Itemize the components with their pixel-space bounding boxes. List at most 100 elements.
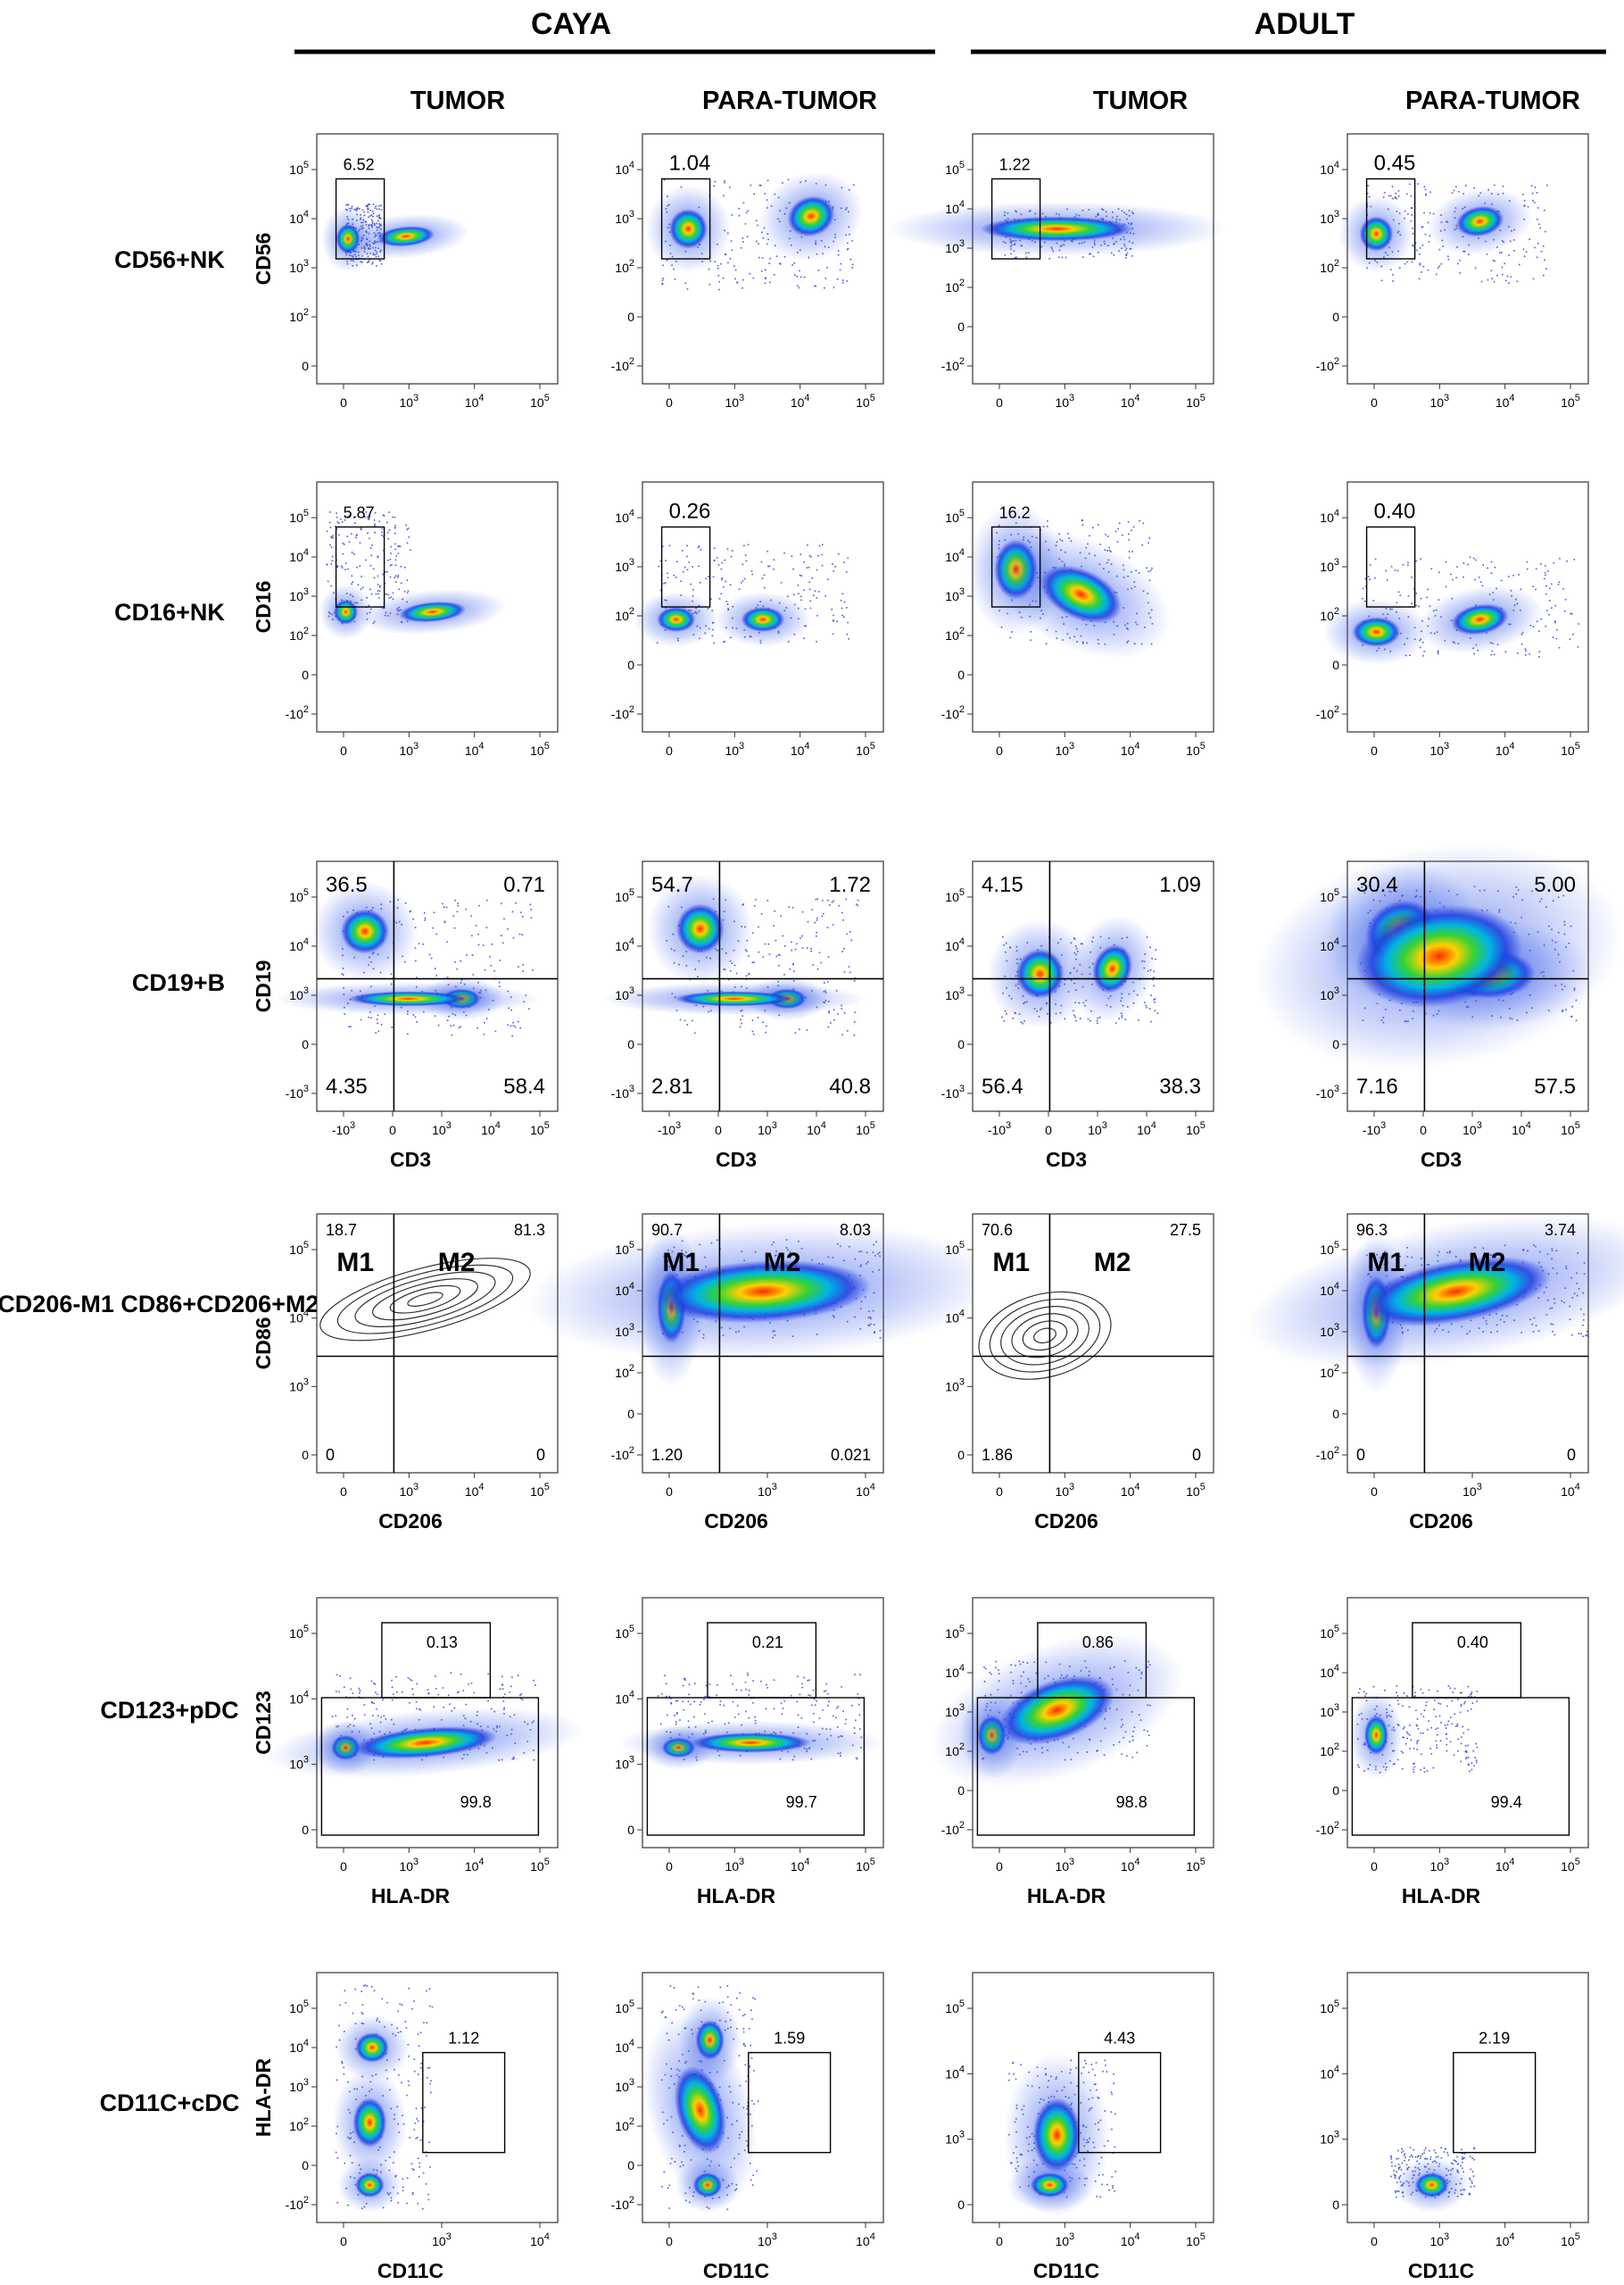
density-cluster xyxy=(1455,205,1504,237)
event-dot xyxy=(1380,279,1383,282)
gate-rect xyxy=(335,178,385,260)
event-dot xyxy=(378,585,381,587)
event-dot xyxy=(351,533,352,536)
event-dot xyxy=(673,1987,675,1989)
event-dot xyxy=(410,2007,413,2010)
event-dot xyxy=(338,1691,340,1693)
event-dot xyxy=(1105,533,1107,536)
event-dot xyxy=(749,272,751,275)
event-dot xyxy=(795,943,798,945)
quadrant-value-ul: 18.7 xyxy=(326,1221,357,1239)
tick-label: 0 xyxy=(1332,1037,1339,1051)
event-dot xyxy=(358,1687,360,1690)
event-dot xyxy=(809,607,812,610)
event-dot xyxy=(338,2024,340,2027)
event-dot xyxy=(509,1691,511,1693)
tick-label: 104 xyxy=(1320,160,1339,177)
event-dot xyxy=(810,947,812,950)
event-dot xyxy=(742,202,745,204)
tick-label: 103 xyxy=(289,1376,309,1393)
event-dot xyxy=(1545,268,1547,270)
event-dot xyxy=(816,917,818,919)
event-dot xyxy=(336,2156,339,2159)
event-dot xyxy=(507,1024,510,1026)
event-dot xyxy=(1401,1705,1404,1708)
event-dot xyxy=(1415,592,1418,594)
event-dot xyxy=(1471,1691,1473,1693)
event-dot xyxy=(1417,1727,1420,1730)
event-dot xyxy=(519,911,522,914)
event-dot xyxy=(1405,193,1408,195)
event-dot xyxy=(714,180,717,183)
event-dot xyxy=(801,935,804,937)
event-dot xyxy=(752,1033,755,1035)
event-dot xyxy=(1451,1723,1454,1725)
event-dot xyxy=(414,1016,417,1018)
event-dot xyxy=(502,1700,505,1702)
event-dot xyxy=(377,575,379,577)
event-dot xyxy=(808,566,810,569)
event-dot xyxy=(394,548,397,551)
event-dot xyxy=(381,534,384,536)
tick-label: 105 xyxy=(1320,1624,1339,1641)
event-dot xyxy=(765,1025,767,1027)
event-dot xyxy=(1079,1018,1081,1020)
event-dot xyxy=(360,528,363,531)
tick-label: 105 xyxy=(530,1857,550,1874)
tick-label: 105 xyxy=(530,1120,550,1137)
tick-label: 0 xyxy=(1371,1859,1378,1874)
event-dot xyxy=(1472,557,1475,560)
event-dot xyxy=(466,953,468,956)
event-dot xyxy=(359,565,361,568)
tick-label: 103 xyxy=(1462,1120,1482,1137)
event-dot xyxy=(748,972,750,975)
event-dot xyxy=(828,904,831,906)
event-dot xyxy=(470,915,473,918)
event-dot xyxy=(1570,612,1572,615)
event-dot xyxy=(1153,985,1156,987)
event-dot xyxy=(330,563,333,565)
event-dot xyxy=(836,620,839,623)
event-dot xyxy=(1124,256,1127,259)
tick-label: 103 xyxy=(1055,1857,1074,1874)
event-dot xyxy=(361,586,364,589)
tick-label: 103 xyxy=(945,238,965,255)
tick-label: 0 xyxy=(302,668,309,682)
event-dot xyxy=(731,550,733,553)
event-dot xyxy=(1532,586,1534,588)
event-dot xyxy=(1542,274,1545,277)
event-dot xyxy=(821,544,824,546)
event-dot xyxy=(390,553,392,554)
quadrant-value-ul: 30.4 xyxy=(1356,873,1398,897)
event-dot xyxy=(500,902,502,905)
x-axis-label: HLA-DR xyxy=(697,1884,776,1907)
event-dot xyxy=(1106,535,1109,537)
event-dot xyxy=(675,1721,677,1724)
event-dot xyxy=(731,249,733,252)
event-dot xyxy=(719,1700,722,1702)
event-dot xyxy=(832,633,834,636)
density-cluster xyxy=(1015,949,1065,999)
event-dot xyxy=(1585,1334,1587,1337)
tick-label: 105 xyxy=(615,1624,634,1641)
quadrant-value-ll: 1.86 xyxy=(982,1446,1013,1464)
event-dot xyxy=(679,1018,682,1021)
event-dot xyxy=(368,259,370,262)
event-dot xyxy=(1396,197,1398,200)
event-dot xyxy=(750,184,752,187)
event-dot xyxy=(374,511,377,514)
event-dot xyxy=(816,569,818,571)
event-dot xyxy=(792,568,794,570)
event-dot xyxy=(746,1672,749,1674)
event-dot xyxy=(397,2073,400,2076)
event-dot xyxy=(1121,1753,1123,1756)
event-dot xyxy=(1358,1688,1361,1691)
event-dot xyxy=(1554,620,1556,622)
event-dot xyxy=(1000,1016,1003,1018)
event-dot xyxy=(378,586,381,588)
event-dot xyxy=(807,544,808,546)
tick-label: 0 xyxy=(389,1123,396,1137)
event-dot xyxy=(399,2003,402,2006)
